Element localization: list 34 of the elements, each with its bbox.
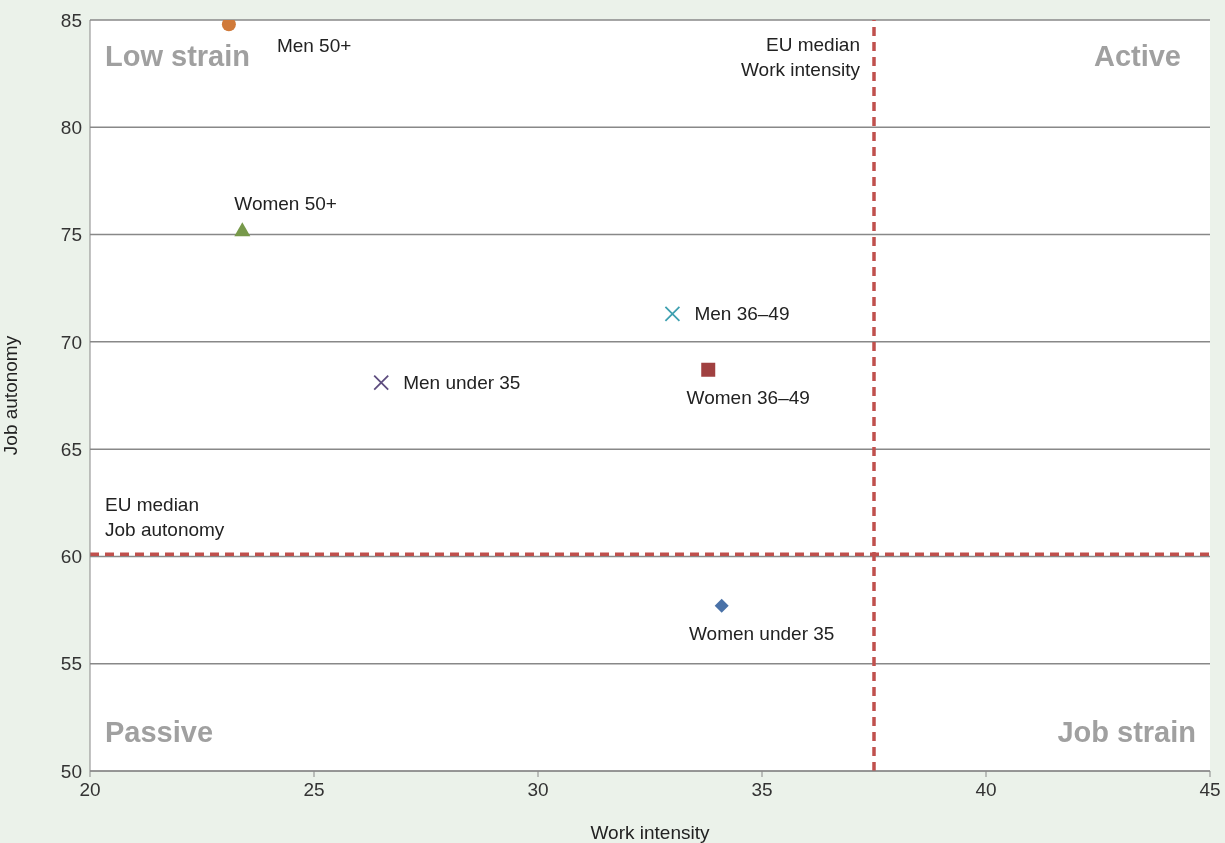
ref-line-label: EU median Work intensity xyxy=(741,34,861,80)
y-tick-label: 55 xyxy=(60,653,82,675)
y-tick-label: 65 xyxy=(60,438,82,460)
ref-line-label: EU median Job autonomy xyxy=(105,494,225,541)
y-tick-label: 75 xyxy=(60,224,82,246)
annotation: Low strain xyxy=(105,40,251,73)
x-tick-label: 35 xyxy=(751,779,773,801)
point xyxy=(234,222,251,237)
annotation: Job strain xyxy=(1057,716,1196,749)
y-tick-label: 50 xyxy=(60,760,82,782)
x-tick-label: 20 xyxy=(79,779,101,801)
series-label: Women 36–49 xyxy=(686,386,810,408)
point xyxy=(701,362,716,377)
annotation: Active xyxy=(1093,40,1181,73)
point xyxy=(664,306,681,322)
y-tick-label: 85 xyxy=(60,9,82,31)
point xyxy=(714,598,729,613)
y-tick-label: 60 xyxy=(60,546,82,568)
series-label: Women under 35 xyxy=(688,622,835,644)
y-tick-label: 70 xyxy=(60,331,82,353)
series-label: Men under 35 xyxy=(403,371,521,393)
point xyxy=(373,374,390,391)
y-axis-title: Job autonomy xyxy=(0,335,21,456)
point xyxy=(221,20,236,32)
x-tick-label: 45 xyxy=(1199,779,1221,801)
series-label: Women 50+ xyxy=(234,193,337,215)
text: Men 50+ xyxy=(276,35,352,57)
x-axis-title: Work intensity xyxy=(590,822,710,843)
annotation: Passive xyxy=(105,716,214,749)
series-label: Men 36–49 xyxy=(694,302,790,324)
x-tick-label: 30 xyxy=(527,779,549,801)
x-tick-label: 25 xyxy=(303,779,325,801)
y-tick-label: 80 xyxy=(60,117,82,139)
x-tick-label: 40 xyxy=(975,779,997,801)
